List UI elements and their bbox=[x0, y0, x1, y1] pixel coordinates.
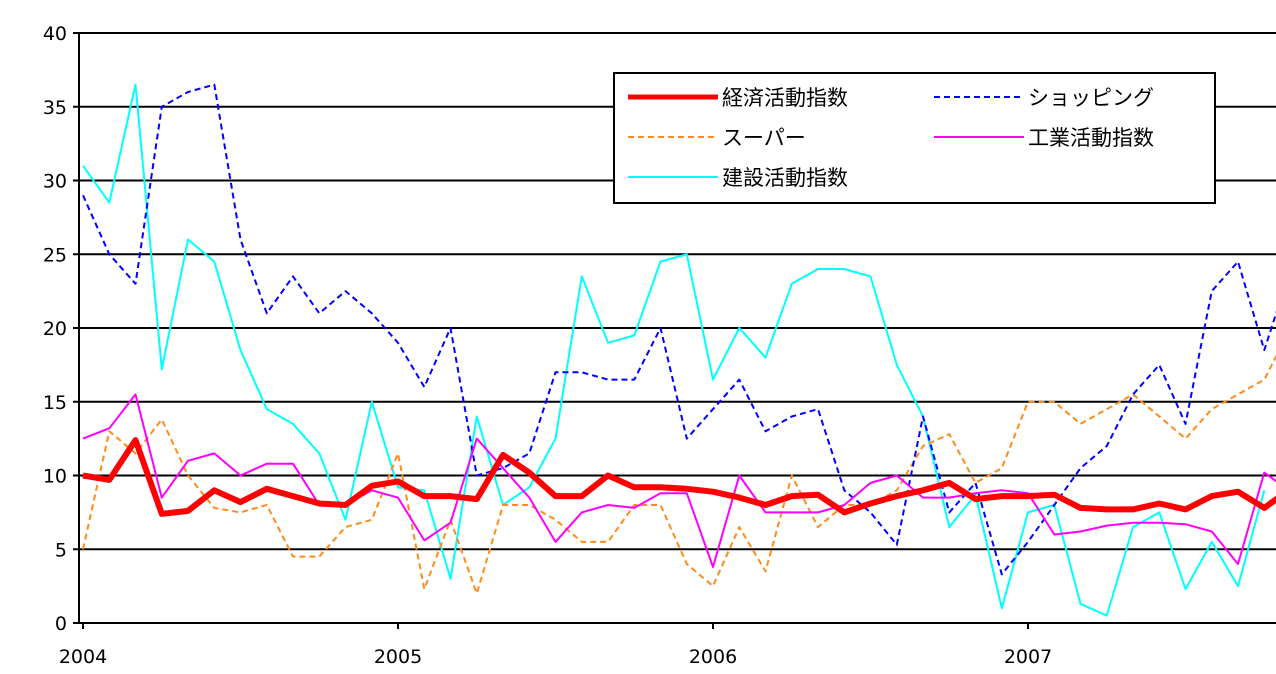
legend-label: 経済活動指数 bbox=[722, 86, 848, 110]
series-line-2 bbox=[82, 354, 1276, 595]
legend-label: ショッピング bbox=[1028, 86, 1154, 110]
y-tick-label: 20 bbox=[43, 318, 67, 340]
x-tick-label: 2007 bbox=[1004, 646, 1052, 668]
series-line-4 bbox=[82, 83, 1266, 617]
series-line-3 bbox=[82, 393, 1276, 568]
legend-label: スーパー bbox=[722, 126, 806, 150]
series-line-1 bbox=[82, 83, 1276, 576]
y-tick-label: 5 bbox=[55, 539, 67, 561]
series-layer bbox=[82, 83, 1276, 617]
x-tick-label: 2006 bbox=[689, 646, 737, 668]
series-line-0 bbox=[82, 437, 1276, 517]
y-tick-label: 0 bbox=[55, 613, 67, 635]
x-tick-label: 2005 bbox=[374, 646, 422, 668]
x-tick-label: 2004 bbox=[59, 646, 107, 668]
legend-label: 工業活動指数 bbox=[1028, 126, 1154, 150]
y-tick-label: 35 bbox=[43, 97, 67, 119]
y-tick-label: 10 bbox=[43, 466, 67, 488]
y-tick-label: 15 bbox=[43, 392, 67, 414]
legend-label: 建設活動指数 bbox=[722, 166, 848, 190]
axis-layer: 0 5 10 15 20 25 30 35 40 2004 2005 2006 2007 bbox=[43, 23, 1276, 668]
y-tick-label: 25 bbox=[43, 244, 67, 266]
y-tick-label: 30 bbox=[43, 171, 67, 193]
y-tick-label: 40 bbox=[43, 23, 67, 45]
